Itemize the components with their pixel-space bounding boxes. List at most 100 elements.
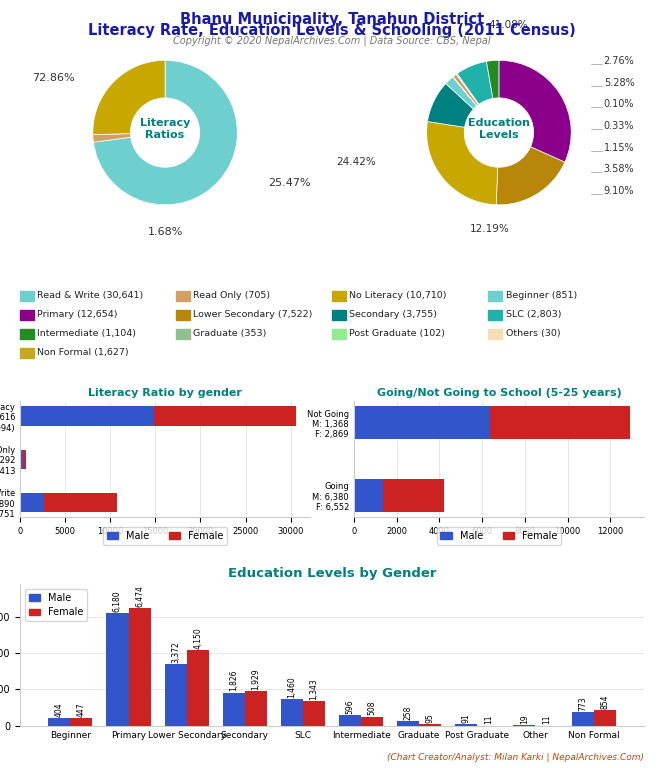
Bar (176, 329, 190, 339)
Text: 95: 95 (426, 713, 435, 723)
Bar (332, 291, 346, 301)
Bar (488, 310, 502, 319)
Text: 404: 404 (55, 703, 64, 717)
Wedge shape (453, 77, 477, 106)
Bar (303, 701, 325, 726)
Text: (Chart Creator/Analyst: Milan Karki | NepalArchives.Com): (Chart Creator/Analyst: Milan Karki | Ne… (387, 753, 644, 762)
Text: Others (30): Others (30) (505, 329, 560, 338)
Wedge shape (499, 61, 571, 162)
Bar (44, 492, 117, 512)
Bar (23, 449, 27, 469)
Bar (176, 291, 190, 301)
Text: 508: 508 (368, 701, 376, 716)
Text: Literacy Rate, Education Levels & Schooling (2011 Census): Literacy Rate, Education Levels & School… (88, 23, 576, 38)
Text: Post Graduate (102): Post Graduate (102) (349, 329, 446, 338)
Text: 5.28%: 5.28% (604, 78, 635, 88)
Wedge shape (93, 134, 131, 142)
Text: 11: 11 (484, 715, 493, 724)
Text: 1.68%: 1.68% (147, 227, 183, 237)
Bar (165, 664, 187, 726)
Text: 6,180: 6,180 (113, 591, 122, 612)
Legend: Male, Female: Male, Female (25, 589, 88, 621)
Text: 41.08%: 41.08% (488, 20, 528, 30)
Text: Non Formal (1,627): Non Formal (1,627) (37, 348, 129, 357)
Bar (106, 614, 129, 726)
Text: 1,460: 1,460 (288, 677, 296, 698)
Bar (70, 717, 92, 726)
Text: 72.86%: 72.86% (32, 74, 74, 84)
Text: Primary (12,654): Primary (12,654) (37, 310, 118, 319)
Text: 773: 773 (578, 696, 587, 710)
Text: 25.47%: 25.47% (268, 178, 311, 188)
Wedge shape (446, 77, 477, 109)
Text: 1,929: 1,929 (252, 668, 260, 690)
Bar (48, 718, 70, 726)
Bar (456, 724, 477, 726)
Title: Literacy Ratio by gender: Literacy Ratio by gender (88, 388, 242, 398)
Bar (20, 406, 154, 425)
Wedge shape (457, 61, 493, 104)
Wedge shape (496, 147, 565, 205)
Legend: Male, Female: Male, Female (103, 527, 228, 545)
Legend: Male, Female: Male, Female (436, 527, 561, 545)
Wedge shape (456, 74, 479, 104)
Bar (419, 724, 442, 726)
Text: Education
Levels: Education Levels (468, 118, 530, 140)
Text: Intermediate (1,104): Intermediate (1,104) (37, 329, 136, 338)
Text: Read & Write (30,641): Read & Write (30,641) (37, 291, 143, 300)
Bar (383, 479, 444, 512)
Text: Lower Secondary (7,522): Lower Secondary (7,522) (193, 310, 313, 319)
Text: Secondary (3,755): Secondary (3,755) (349, 310, 438, 319)
Text: 4,150: 4,150 (193, 627, 203, 649)
Bar (572, 712, 594, 726)
Bar (332, 310, 346, 319)
Text: 1,826: 1,826 (229, 670, 238, 691)
Text: Literacy
Ratios: Literacy Ratios (140, 118, 191, 140)
Text: Graduate (353): Graduate (353) (193, 329, 267, 338)
Text: 0.10%: 0.10% (604, 99, 634, 109)
Wedge shape (428, 84, 473, 127)
Bar (397, 721, 419, 726)
Bar (354, 479, 383, 512)
Text: Bhanu Municipality, Tanahun District: Bhanu Municipality, Tanahun District (180, 12, 484, 28)
Bar (361, 717, 383, 726)
Wedge shape (94, 61, 237, 205)
Text: 447: 447 (77, 702, 86, 717)
Text: 0.33%: 0.33% (604, 121, 634, 131)
Text: 6,474: 6,474 (135, 585, 144, 607)
Text: 19: 19 (520, 715, 529, 724)
Bar (20, 310, 34, 319)
Bar (332, 329, 346, 339)
Wedge shape (93, 61, 165, 134)
Title: Going/Not Going to School (5-25 years): Going/Not Going to School (5-25 years) (376, 388, 622, 398)
Text: 258: 258 (404, 706, 412, 720)
Text: 854: 854 (600, 694, 609, 709)
Text: 596: 596 (345, 699, 355, 713)
Wedge shape (453, 74, 479, 106)
Text: Copyright © 2020 NepalArchives.Com | Data Source: CBS, Nepal: Copyright © 2020 NepalArchives.Com | Dat… (173, 35, 491, 46)
Text: 11: 11 (542, 715, 551, 724)
Bar (281, 699, 303, 726)
Text: 2.76%: 2.76% (604, 56, 635, 66)
Bar (339, 715, 361, 726)
Bar (354, 406, 490, 439)
Bar (594, 710, 616, 726)
Title: Education Levels by Gender: Education Levels by Gender (228, 567, 436, 580)
Text: Beginner (851): Beginner (851) (505, 291, 577, 300)
Text: No Literacy (10,710): No Literacy (10,710) (349, 291, 447, 300)
Bar (490, 406, 630, 439)
Bar (20, 291, 34, 301)
Text: 3.58%: 3.58% (604, 164, 634, 174)
Bar (20, 449, 23, 469)
Text: SLC (2,803): SLC (2,803) (505, 310, 561, 319)
Bar (187, 650, 208, 726)
Bar (129, 608, 151, 726)
Bar (154, 406, 296, 425)
Bar (222, 693, 245, 726)
Text: 9.10%: 9.10% (604, 186, 634, 196)
Bar (488, 291, 502, 301)
Text: 12.19%: 12.19% (470, 224, 510, 234)
Text: 1,343: 1,343 (309, 678, 319, 700)
Wedge shape (427, 121, 497, 205)
Bar (488, 329, 502, 339)
